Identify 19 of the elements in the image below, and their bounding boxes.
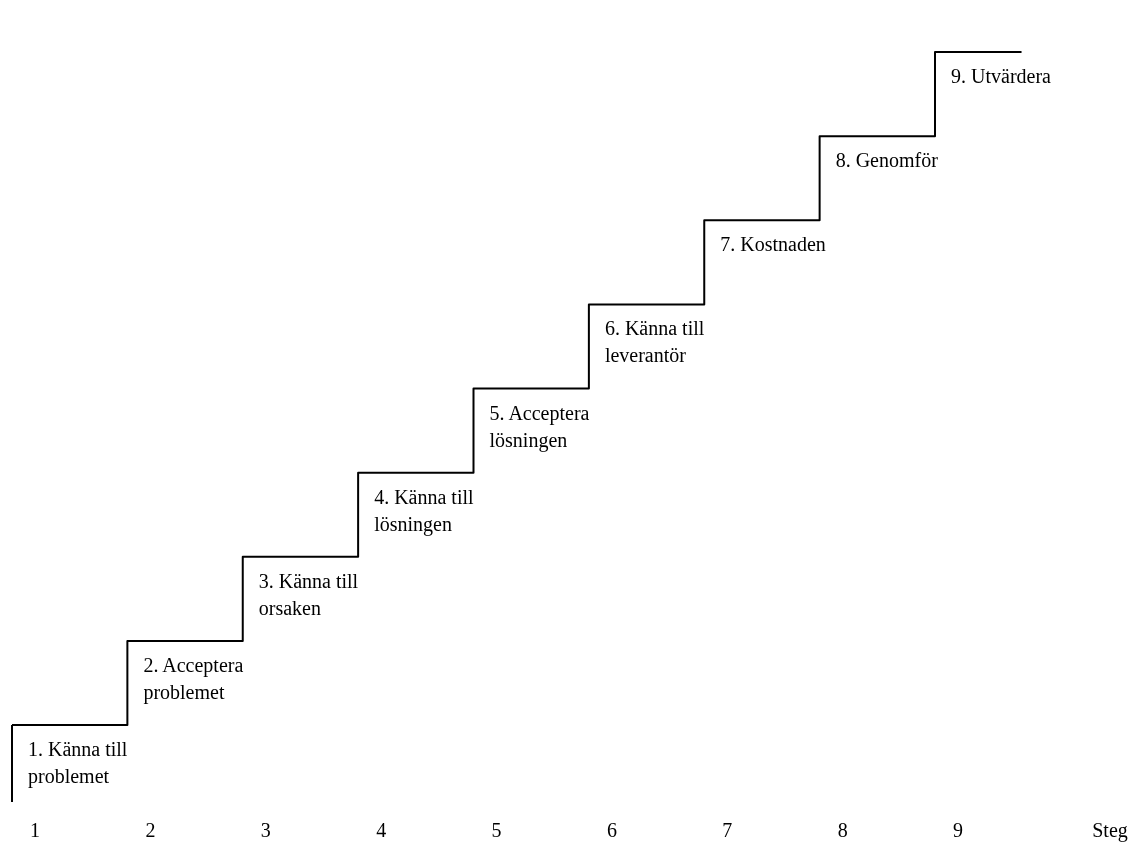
x-axis-title: Steg — [1092, 819, 1128, 842]
annotation: 8. Genomför — [835, 149, 939, 172]
x-tick-label: 9 — [953, 819, 963, 841]
annotation: 9. Utvärdera — [951, 65, 1052, 87]
x-tick-label: 2 — [145, 819, 156, 841]
x-tick-label: 1 — [30, 819, 40, 841]
annotation: 6. Känna till leverantör — [604, 317, 705, 367]
annotation: 3. Känna till orsaken — [258, 569, 359, 619]
annotation: 5. Acceptera lösningen — [489, 401, 590, 452]
x-tick-label: 5 — [491, 819, 502, 841]
annotation: 2. Acceptera problemet — [143, 653, 244, 704]
x-tick-label: 4 — [376, 819, 387, 841]
annotation: 1. Känna till problemet — [28, 738, 128, 788]
x-tick-label: 8 — [837, 819, 848, 841]
annotation: 4. Känna till lösningen — [374, 485, 474, 536]
x-tick-label: 7 — [722, 819, 733, 841]
x-tick-label: 6 — [606, 819, 617, 841]
x-tick-label: 3 — [260, 819, 271, 841]
annotation: 7. Kostnaden — [720, 233, 826, 256]
